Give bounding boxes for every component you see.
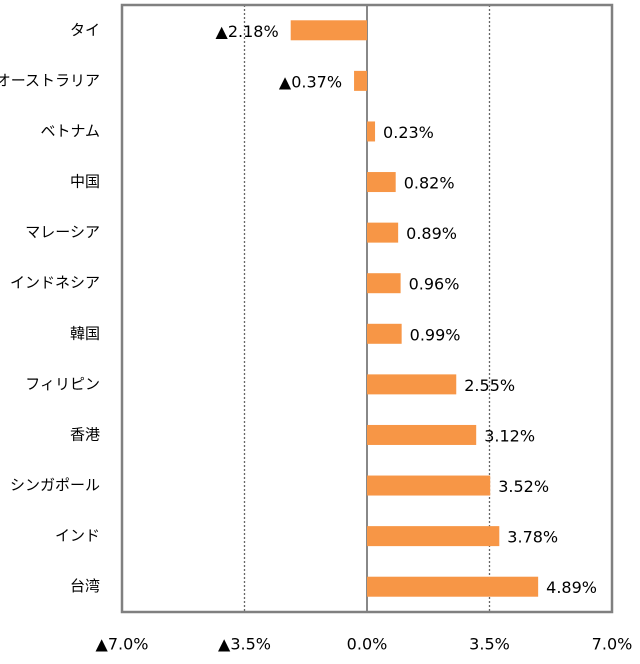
value-label: 0.82% (404, 174, 455, 193)
bar (367, 424, 477, 445)
bar (367, 475, 491, 496)
x-tick-label: 7.0% (592, 635, 633, 654)
bar (290, 20, 367, 41)
value-label: 4.89% (546, 578, 597, 597)
value-label: 3.12% (484, 426, 535, 445)
bar (367, 172, 396, 193)
x-tick-label: ▲3.5% (218, 635, 271, 654)
bar (354, 70, 367, 91)
plot-border (120, 3, 614, 614)
value-label: 2.55% (464, 376, 515, 395)
value-label: 3.78% (507, 528, 558, 547)
y-tick-label: オーストラリア (0, 71, 100, 89)
value-label: 0.89% (406, 224, 457, 243)
y-tick-label: 香港 (70, 425, 100, 443)
bar (367, 121, 376, 142)
y-tick-label: インド (55, 527, 100, 545)
y-tick-label: インドネシア (10, 274, 100, 292)
y-tick-label: ベトナム (40, 122, 100, 140)
y-tick-label: タイ (70, 21, 100, 39)
bar (367, 222, 399, 243)
y-tick-label: 台湾 (70, 577, 100, 595)
bar (367, 323, 402, 344)
value-label: 0.99% (410, 325, 461, 344)
y-tick-label: シンガポール (10, 476, 100, 494)
value-label: ▲0.37% (279, 72, 342, 91)
value-label: 0.23% (383, 123, 434, 142)
value-label: 0.96% (409, 275, 460, 294)
y-tick-label: 韓国 (70, 324, 100, 342)
bar (367, 374, 457, 395)
value-label: ▲2.18% (216, 22, 279, 41)
y-tick-label: フィリピン (25, 375, 100, 393)
bar (367, 273, 401, 294)
x-tick-label: ▲7.0% (96, 635, 149, 654)
bar (367, 526, 500, 547)
value-label: 3.52% (498, 477, 549, 496)
x-tick-label: 0.0% (347, 635, 388, 654)
bar (367, 576, 539, 597)
y-tick-label: マレーシア (25, 223, 100, 241)
y-tick-label: 中国 (70, 173, 100, 191)
x-tick-label: 3.5% (469, 635, 510, 654)
